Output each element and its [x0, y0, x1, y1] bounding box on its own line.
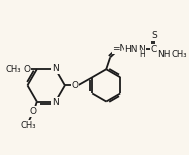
- Text: O: O: [72, 81, 79, 90]
- Text: O: O: [30, 107, 37, 116]
- Text: CH₃: CH₃: [171, 50, 187, 59]
- Text: CH₃: CH₃: [5, 65, 21, 74]
- Text: NH: NH: [157, 50, 171, 59]
- Text: O: O: [23, 65, 30, 74]
- Text: CH₃: CH₃: [20, 121, 36, 130]
- Text: N: N: [139, 45, 145, 54]
- Text: S: S: [151, 31, 157, 40]
- Text: C: C: [151, 45, 157, 54]
- Text: =N: =N: [112, 44, 127, 53]
- Text: HN: HN: [125, 45, 138, 54]
- Text: N: N: [52, 64, 59, 73]
- Text: H: H: [139, 50, 145, 59]
- Text: N: N: [52, 98, 59, 107]
